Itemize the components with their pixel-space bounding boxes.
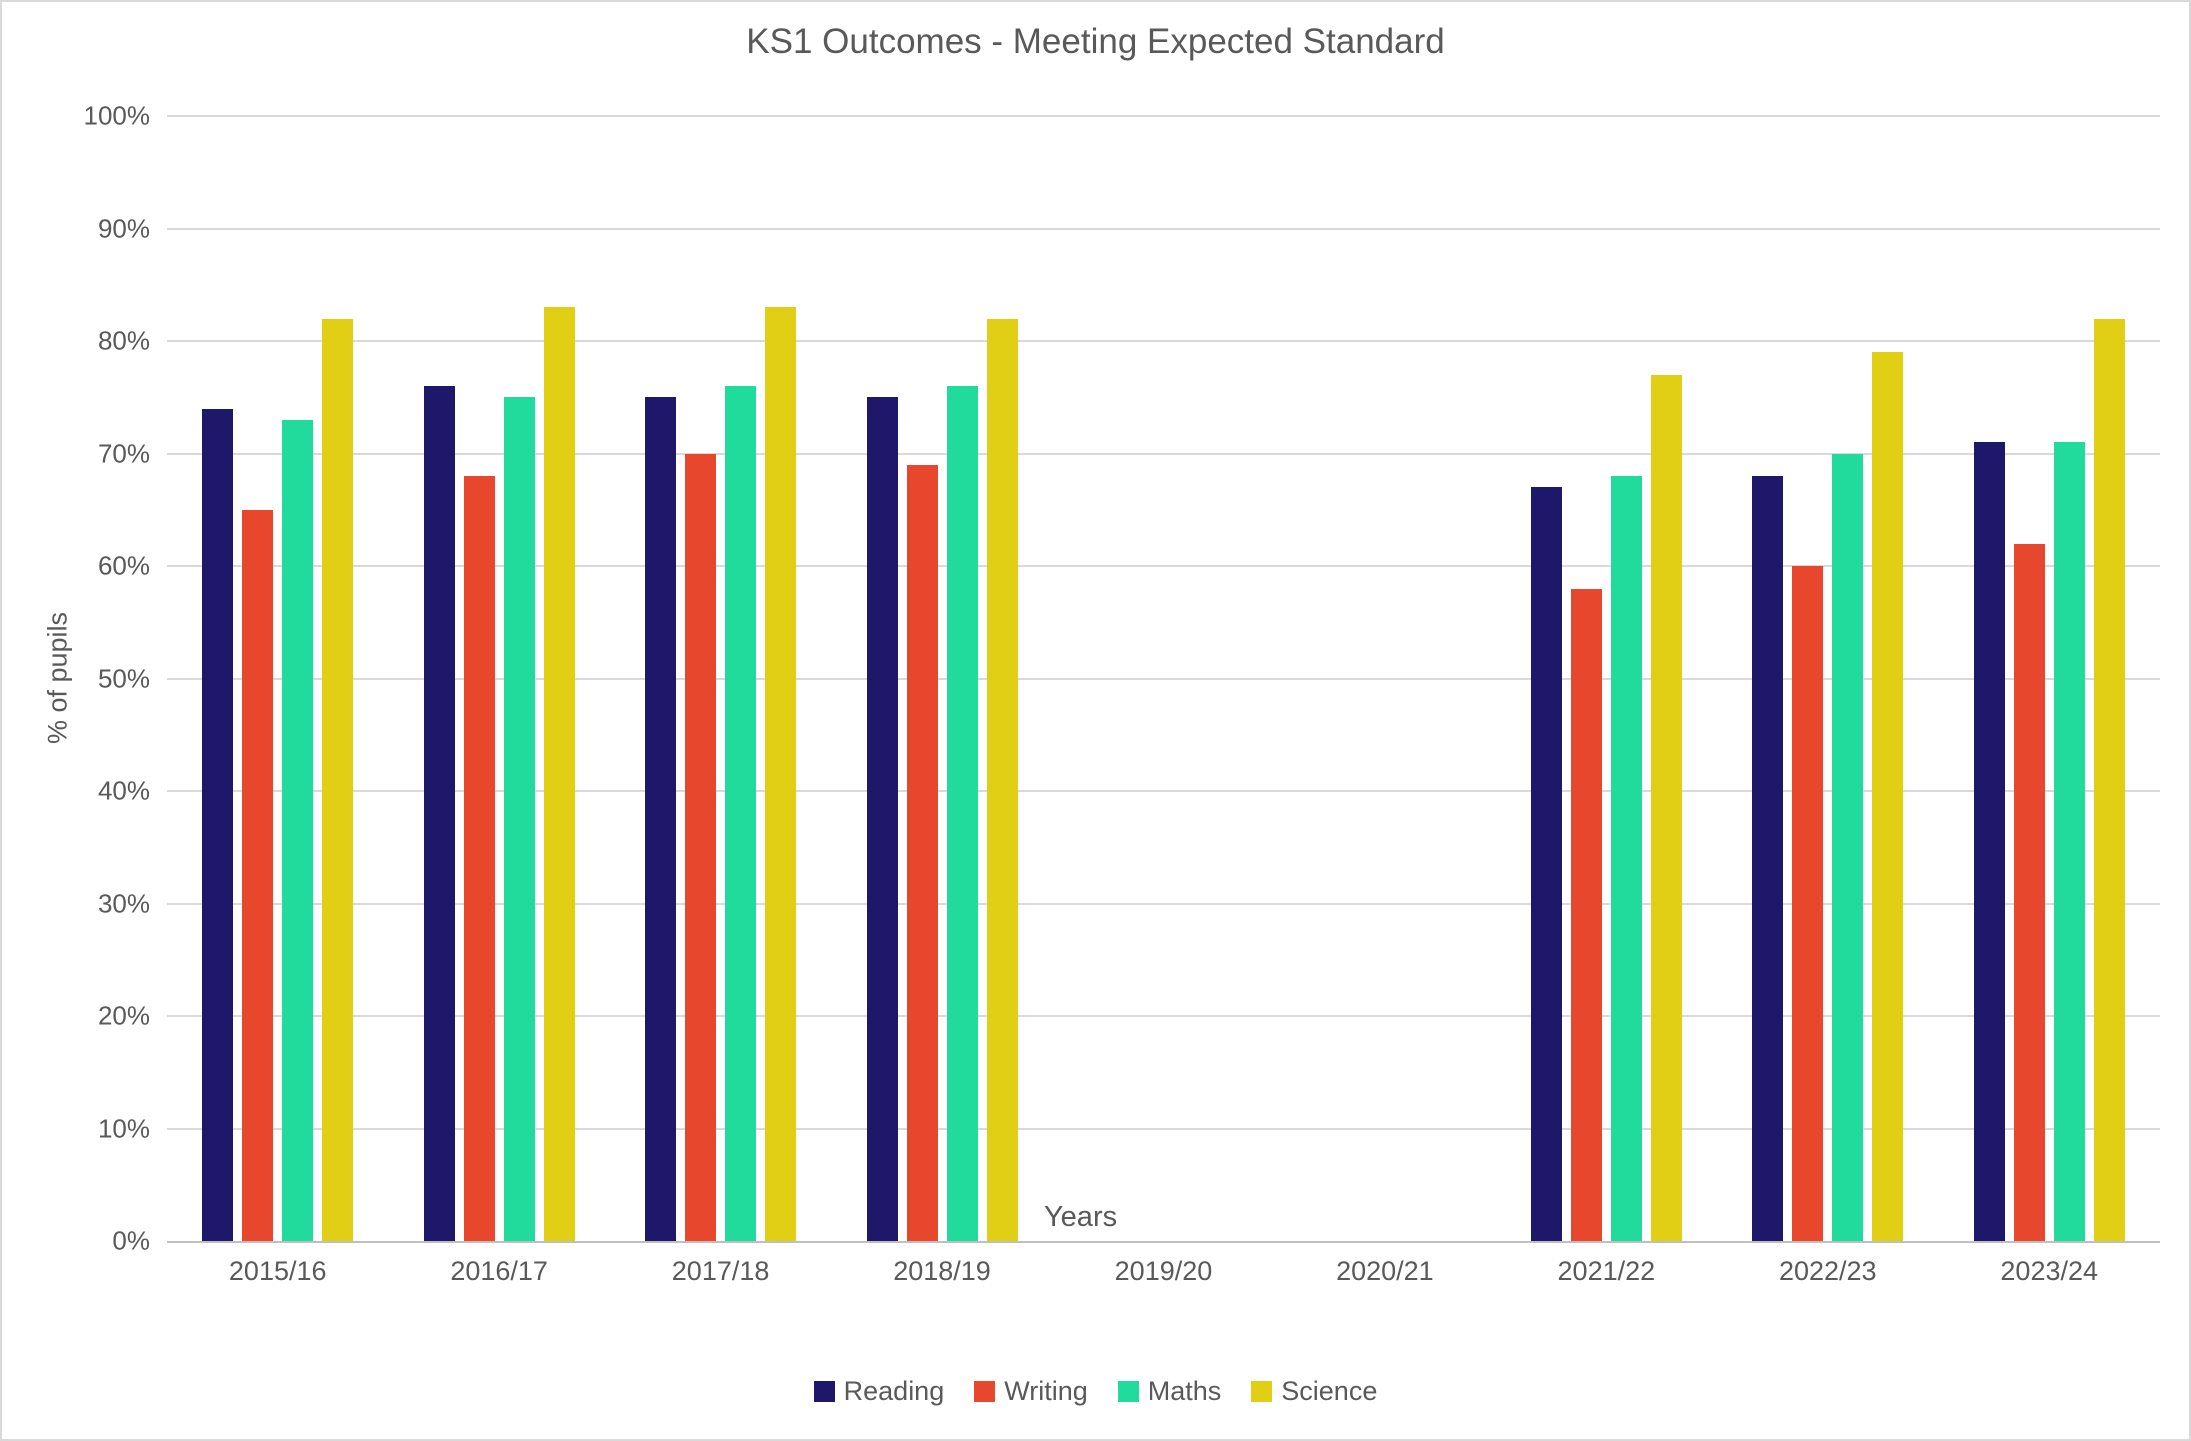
bar-maths-2023/24 [2053, 442, 2085, 1241]
gridline-60 [167, 565, 2160, 567]
bar-cluster [645, 116, 797, 1241]
gridline-100 [167, 115, 2160, 117]
bar-group-2018/19 [831, 116, 1052, 1241]
x-tick-label-2018/19: 2018/19 [893, 1256, 991, 1286]
gridline-20 [167, 1015, 2160, 1017]
gridline-40 [167, 790, 2160, 792]
legend-item-writing: Writing [974, 1376, 1088, 1407]
x-tick-label-2015/16: 2015/16 [228, 1256, 327, 1286]
bar-cluster [1530, 116, 1682, 1241]
bar-writing-2021/22 [1570, 588, 1602, 1241]
x-tick-label-2016/17: 2016/17 [450, 1256, 548, 1286]
bar-groups [167, 116, 2160, 1241]
legend-swatch-science [1251, 1381, 1273, 1402]
bar-group-2023/24 [1939, 116, 2160, 1241]
x-tick-label-2022/23: 2022/23 [1778, 1256, 1877, 1286]
gridline-10 [167, 1127, 2160, 1130]
bar-writing-2022/23 [1792, 566, 1824, 1241]
bar-science-2018/19 [986, 318, 1018, 1241]
y-axis-tick-labels: 0% 10% 20% 30% 40% 50% 60% 70% 80% 90% 100% [2, 101, 151, 1256]
x-axis-title: Years [1044, 1201, 1118, 1233]
bar-reading-2021/22 [1530, 487, 1562, 1241]
x-tick-label-2023/24: 2023/24 [2000, 1256, 2099, 1286]
legend-item-reading: Reading [813, 1376, 945, 1407]
bar-writing-2016/17 [463, 476, 495, 1241]
bar-cluster [1973, 116, 2125, 1241]
y-tick-label-20: 20% [97, 1000, 150, 1031]
bar-cluster [202, 116, 354, 1241]
bar-group-2016/17 [388, 116, 609, 1241]
legend-swatch-writing [974, 1381, 996, 1402]
y-tick-label-100: 100% [83, 100, 151, 131]
bar-group-2019/20 [1053, 116, 1274, 1241]
bar-maths-2022/23 [1832, 453, 1864, 1241]
y-tick-label-70: 70% [97, 438, 150, 468]
y-tick-label-0: 0% [112, 1225, 150, 1256]
y-tick-label-90: 90% [97, 213, 150, 243]
bar-writing-2018/19 [906, 464, 938, 1241]
bar-group-2015/16 [167, 116, 388, 1241]
y-tick-label-50: 50% [97, 663, 150, 693]
bar-cluster [1752, 116, 1904, 1241]
bar-maths-2016/17 [503, 397, 535, 1241]
y-tick-label-10: 10% [97, 1113, 150, 1143]
legend-item-science: Science [1251, 1376, 1377, 1407]
x-tick-label-2017/18: 2017/18 [671, 1256, 770, 1286]
bar-science-2022/23 [1872, 352, 1904, 1241]
x-tick-label-2020/21: 2020/21 [1336, 1256, 1434, 1286]
y-tick-label-30: 30% [97, 888, 150, 918]
x-tick-label-2021/22: 2021/22 [1557, 1256, 1656, 1286]
legend-label-science: Science [1281, 1376, 1378, 1406]
x-tick-label-2019/20: 2019/20 [1114, 1256, 1213, 1286]
bar-cluster [423, 116, 575, 1241]
bar-reading-2015/16 [202, 408, 234, 1241]
legend-label-reading: Reading [843, 1376, 945, 1406]
bar-reading-2023/24 [1973, 442, 2005, 1241]
gridline-90 [167, 227, 2160, 230]
bar-reading-2017/18 [645, 397, 677, 1241]
bar-reading-2022/23 [1752, 476, 1784, 1241]
plot-area [167, 115, 2160, 1243]
y-tick-label-60: 60% [97, 550, 150, 581]
bar-reading-2018/19 [866, 397, 898, 1241]
bar-maths-2018/19 [946, 386, 978, 1241]
legend-label-writing: Writing [1004, 1376, 1088, 1406]
y-tick-label-80: 80% [97, 325, 150, 356]
bar-science-2015/16 [322, 318, 354, 1241]
bar-writing-2015/16 [242, 509, 274, 1241]
legend-label-maths: Maths [1147, 1376, 1222, 1406]
bar-writing-2023/24 [2013, 543, 2045, 1241]
bar-cluster [866, 116, 1018, 1241]
legend-swatch-maths [1117, 1381, 1139, 1402]
bar-group-2021/22 [1496, 116, 1717, 1241]
bar-group-2020/21 [1274, 116, 1495, 1241]
chart-title: KS1 Outcomes - Meeting Expected Standard [746, 22, 1445, 61]
gridline-70 [167, 452, 2160, 455]
bar-writing-2017/18 [685, 453, 717, 1241]
gridline-80 [167, 340, 2160, 342]
gridline-30 [167, 902, 2160, 905]
x-axis-tick-labels: 2015/16 2016/17 2017/18 2018/19 2019/20 2020/… [167, 1256, 2160, 1287]
bar-reading-2016/17 [423, 386, 455, 1241]
legend-swatch-reading [813, 1381, 835, 1402]
bar-maths-2021/22 [1610, 476, 1642, 1241]
bar-science-2017/18 [765, 307, 797, 1241]
bar-maths-2015/16 [282, 419, 314, 1241]
bar-maths-2017/18 [725, 386, 757, 1241]
gridline-50 [167, 677, 2160, 680]
legend-item-maths: Maths [1117, 1376, 1222, 1407]
bar-group-2017/18 [610, 116, 831, 1241]
legend: Reading Writing Maths Science [2, 1376, 2189, 1407]
bar-science-2023/24 [2093, 318, 2125, 1241]
bar-science-2021/22 [1650, 374, 1682, 1241]
y-tick-label-40: 40% [97, 775, 150, 806]
bar-group-2022/23 [1717, 116, 1938, 1241]
bar-science-2016/17 [543, 307, 575, 1241]
